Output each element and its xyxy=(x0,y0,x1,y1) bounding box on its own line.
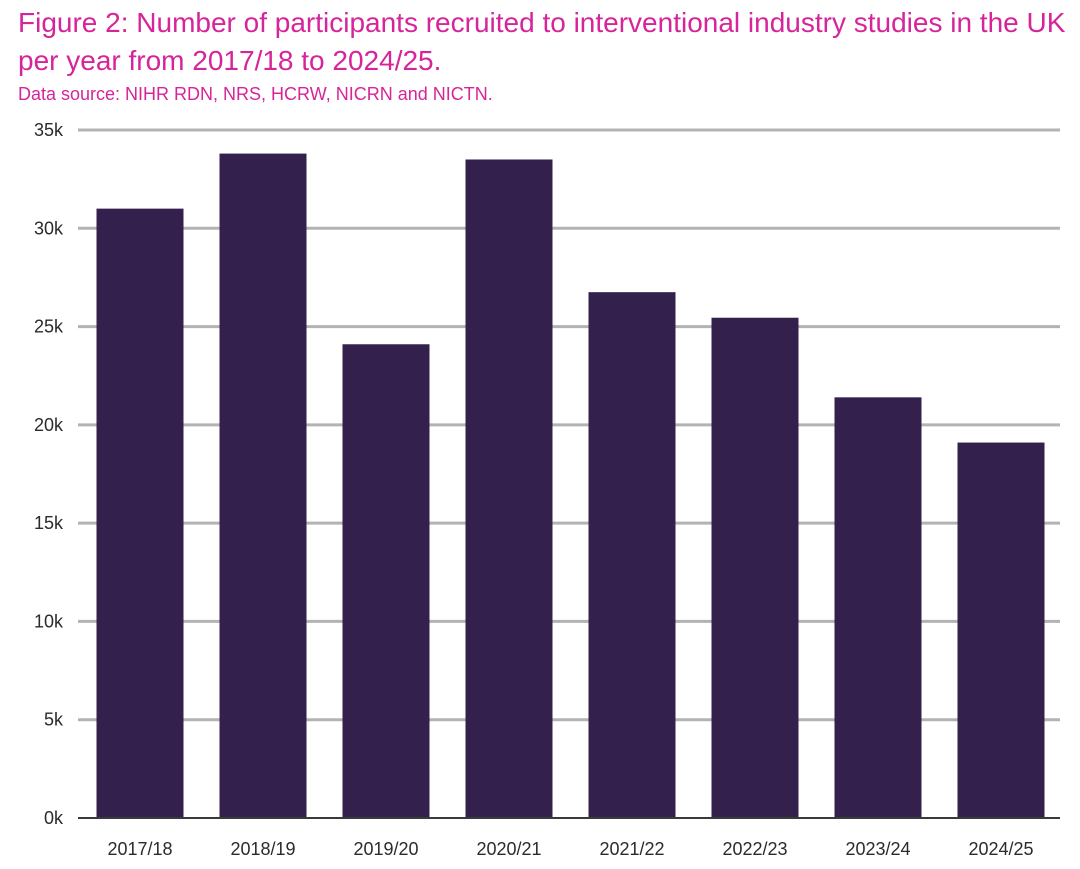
bar xyxy=(711,317,799,818)
figure-source: Data source: NIHR RDN, NRS, HCRW, NICRN … xyxy=(18,84,493,104)
figure-title: Figure 2: Number of participants recruit… xyxy=(18,7,1066,76)
x-tick-label: 2019/20 xyxy=(353,839,418,859)
y-tick-label: 15k xyxy=(34,513,64,533)
bar xyxy=(957,442,1045,818)
y-tick-label: 30k xyxy=(34,218,64,238)
y-tick-label: 25k xyxy=(34,317,64,337)
bar xyxy=(219,153,307,819)
x-axis-ticks: 2017/18 2018/19 2019/20 2020/21 2021/22 2022/… xyxy=(107,839,1033,859)
x-tick-label: 2023/24 xyxy=(845,839,910,859)
y-axis-ticks: 0k 5k 10k 15k 20k 25k 30k 35k xyxy=(34,120,64,828)
x-tick-label: 2020/21 xyxy=(476,839,541,859)
bars xyxy=(96,153,1045,819)
x-tick-label: 2022/23 xyxy=(722,839,787,859)
bar xyxy=(96,208,184,819)
y-tick-label: 10k xyxy=(34,611,64,631)
bar xyxy=(588,292,676,819)
x-tick-label: 2018/19 xyxy=(230,839,295,859)
bar xyxy=(342,344,430,818)
bar xyxy=(465,159,553,818)
x-tick-label: 2017/18 xyxy=(107,839,172,859)
y-tick-label: 20k xyxy=(34,415,64,435)
bar xyxy=(834,397,922,818)
y-tick-label: 35k xyxy=(34,120,64,140)
y-tick-label: 0k xyxy=(44,808,64,828)
x-tick-label: 2021/22 xyxy=(599,839,664,859)
x-tick-label: 2024/25 xyxy=(968,839,1033,859)
y-tick-label: 5k xyxy=(44,710,64,730)
